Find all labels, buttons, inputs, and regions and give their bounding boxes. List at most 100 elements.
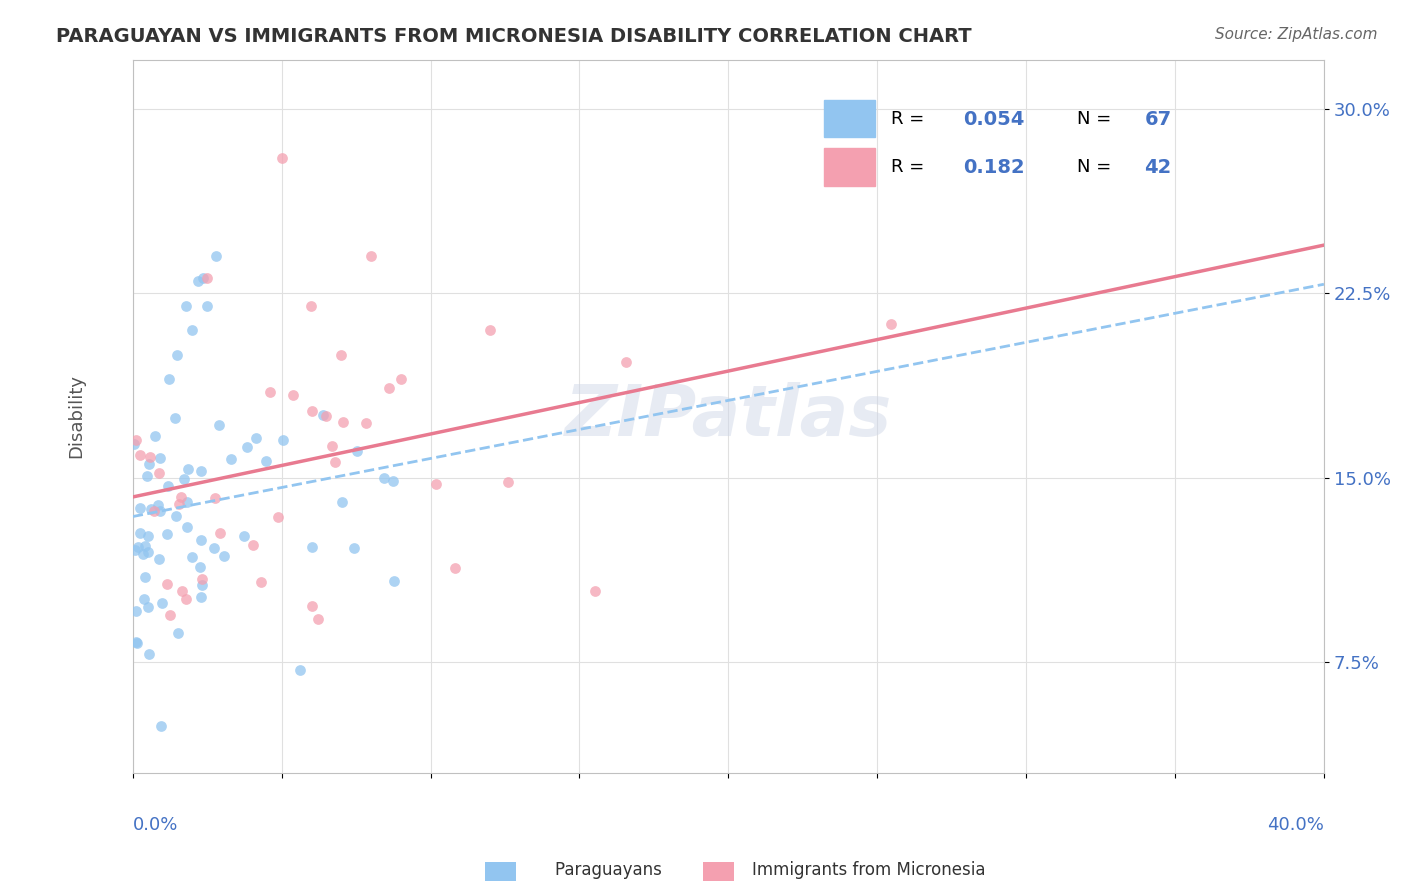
Point <box>177 462 200 476</box>
Point <box>204 491 226 505</box>
Point <box>148 466 170 480</box>
Point <box>389 372 412 386</box>
Point <box>311 409 333 423</box>
Point <box>127 635 149 649</box>
Point <box>125 603 148 617</box>
Point <box>354 416 377 430</box>
Point <box>135 468 157 483</box>
Text: N =: N = <box>1077 159 1116 177</box>
Point <box>176 299 198 313</box>
Point <box>330 495 353 509</box>
Point <box>496 475 519 490</box>
Point <box>132 591 155 606</box>
Point <box>330 348 353 362</box>
Point <box>139 501 162 516</box>
Point <box>143 504 166 518</box>
Point <box>614 355 637 369</box>
FancyBboxPatch shape <box>824 100 875 137</box>
Point <box>202 541 225 555</box>
Point <box>174 591 197 606</box>
Text: Immigrants from Micronesia: Immigrants from Micronesia <box>731 861 986 879</box>
Point <box>236 440 259 454</box>
Point <box>315 409 337 423</box>
Point <box>157 372 180 386</box>
Text: Disability: Disability <box>67 375 86 458</box>
Point <box>444 560 467 574</box>
Point <box>381 474 404 488</box>
Point <box>167 626 190 640</box>
Point <box>129 448 152 462</box>
Point <box>270 151 292 165</box>
Point <box>124 437 146 451</box>
Point <box>190 464 212 478</box>
Point <box>373 471 395 485</box>
Point <box>195 271 218 285</box>
Point <box>290 663 312 677</box>
Point <box>127 540 149 554</box>
Point <box>176 495 198 509</box>
Point <box>181 323 204 337</box>
Point <box>208 417 231 432</box>
Point <box>166 348 188 362</box>
Text: 42: 42 <box>1144 158 1171 177</box>
Point <box>190 590 212 604</box>
Point <box>254 454 277 468</box>
Point <box>159 607 181 622</box>
Point <box>232 529 254 543</box>
Point <box>479 323 502 337</box>
Point <box>156 526 179 541</box>
Text: ZIPatlas: ZIPatlas <box>565 382 891 450</box>
Point <box>360 250 382 264</box>
Point <box>143 429 166 443</box>
Point <box>307 612 329 626</box>
Point <box>180 549 202 564</box>
Point <box>136 529 159 543</box>
Point <box>156 479 179 493</box>
Point <box>323 455 346 469</box>
Text: Source: ZipAtlas.com: Source: ZipAtlas.com <box>1215 27 1378 42</box>
Point <box>156 577 179 591</box>
Text: 0.0%: 0.0% <box>132 816 179 834</box>
Text: 40.0%: 40.0% <box>1267 816 1324 834</box>
Point <box>209 525 232 540</box>
Point <box>124 543 146 558</box>
Point <box>150 596 173 610</box>
Point <box>138 647 160 661</box>
Text: PARAGUAYAN VS IMMIGRANTS FROM MICRONESIA DISABILITY CORRELATION CHART: PARAGUAYAN VS IMMIGRANTS FROM MICRONESIA… <box>56 27 972 45</box>
Point <box>343 541 366 556</box>
Point <box>583 583 606 598</box>
Point <box>148 498 170 512</box>
Point <box>193 271 215 285</box>
Point <box>173 471 195 485</box>
Point <box>149 504 172 518</box>
Point <box>125 434 148 448</box>
Point <box>266 510 288 524</box>
Point <box>165 508 187 523</box>
Point <box>167 497 190 511</box>
Point <box>149 719 172 733</box>
Text: 0.054: 0.054 <box>963 110 1025 128</box>
Text: R =: R = <box>891 111 931 128</box>
Point <box>134 570 156 584</box>
Point <box>205 250 228 264</box>
Text: 0.182: 0.182 <box>963 158 1025 177</box>
Point <box>131 547 153 561</box>
Point <box>148 552 170 566</box>
Point <box>125 634 148 648</box>
Text: 67: 67 <box>1144 110 1171 128</box>
Point <box>301 299 323 313</box>
Point <box>128 525 150 540</box>
Point <box>190 533 212 548</box>
Point <box>425 476 447 491</box>
Point <box>191 578 214 592</box>
Point <box>321 439 343 453</box>
Point <box>250 575 273 590</box>
Point <box>271 434 294 448</box>
Point <box>346 444 368 458</box>
Text: Paraguayans: Paraguayans <box>534 861 662 879</box>
Point <box>170 490 193 504</box>
Text: R =: R = <box>891 159 931 177</box>
Point <box>163 411 186 425</box>
Point <box>219 452 242 467</box>
Point <box>176 519 198 533</box>
